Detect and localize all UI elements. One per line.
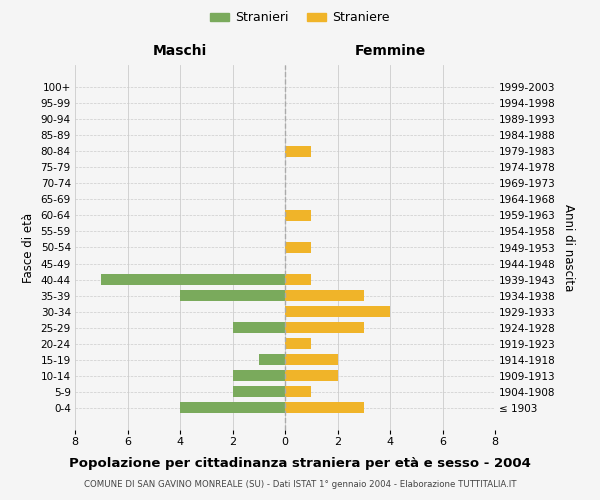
Bar — [285, 370, 337, 382]
Bar — [233, 386, 285, 398]
Bar — [285, 146, 311, 157]
Bar — [233, 322, 285, 334]
Bar — [285, 210, 311, 221]
Bar — [285, 402, 364, 413]
Y-axis label: Anni di nascita: Anni di nascita — [562, 204, 575, 291]
Legend: Stranieri, Straniere: Stranieri, Straniere — [205, 6, 395, 29]
Bar — [285, 242, 311, 254]
Bar — [285, 354, 337, 366]
Bar — [285, 322, 364, 334]
Bar — [233, 370, 285, 382]
Text: COMUNE DI SAN GAVINO MONREALE (SU) - Dati ISTAT 1° gennaio 2004 - Elaborazione T: COMUNE DI SAN GAVINO MONREALE (SU) - Dat… — [84, 480, 516, 489]
Text: Popolazione per cittadinanza straniera per età e sesso - 2004: Popolazione per cittadinanza straniera p… — [69, 458, 531, 470]
Bar — [180, 402, 285, 413]
Bar — [101, 274, 285, 285]
Bar — [285, 338, 311, 349]
Bar — [259, 354, 285, 366]
Bar — [285, 290, 364, 302]
Text: Femmine: Femmine — [355, 44, 425, 58]
Y-axis label: Fasce di età: Fasce di età — [22, 212, 35, 282]
Bar — [180, 290, 285, 302]
Text: Maschi: Maschi — [153, 44, 207, 58]
Bar — [285, 386, 311, 398]
Bar — [285, 274, 311, 285]
Bar — [285, 306, 390, 318]
